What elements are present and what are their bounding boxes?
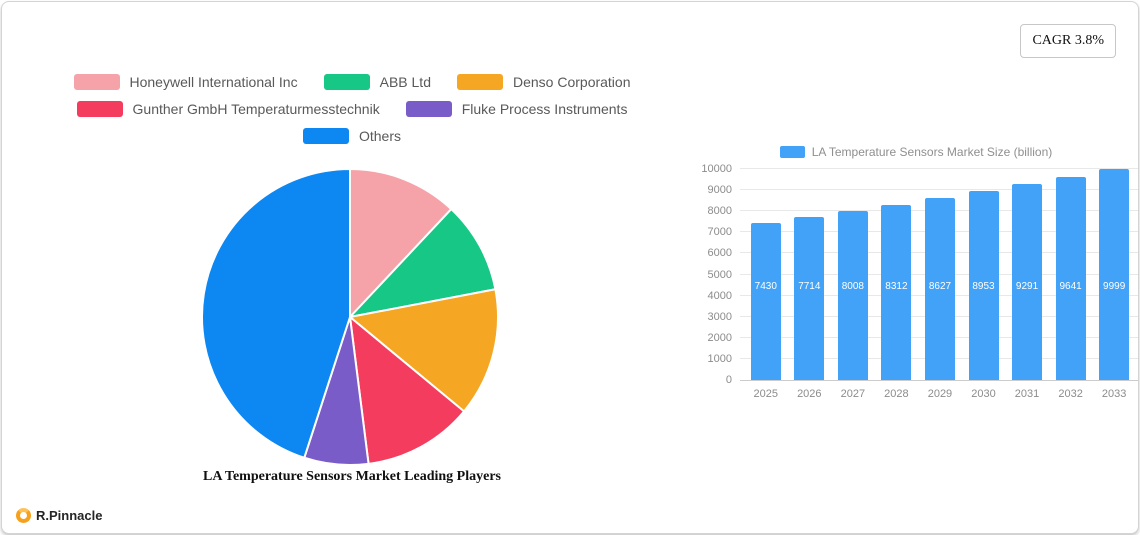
pie-slice-abb-ltd[interactable] <box>349 208 497 318</box>
bar-rect <box>750 223 781 380</box>
bar-value-label: 8953 <box>972 281 995 292</box>
bar-2027[interactable]: 8008 <box>837 169 868 380</box>
bar-rect <box>881 204 912 380</box>
bar-rect <box>924 197 955 380</box>
legend-item-others[interactable]: Others <box>302 128 401 144</box>
legend-label: Fluke Process Instruments <box>461 101 628 117</box>
bar-2028[interactable]: 8312 <box>881 169 912 380</box>
y-axis-label: 0 <box>725 374 732 386</box>
x-axis: 2025 2026 2027 2028 2029 2030 2031 2032 2033 <box>740 388 1138 400</box>
bar-legend-item[interactable]: LA Temperature Sensors Market Size (bill… <box>692 144 1138 160</box>
bar-legend-swatch <box>779 146 805 158</box>
legend-label: Honeywell International Inc <box>129 74 298 90</box>
bar-value-label: 9999 <box>1103 281 1126 292</box>
pinnacle-icon <box>16 508 31 523</box>
legend-item-honeywell-international-inc[interactable]: Honeywell International Inc <box>73 74 298 90</box>
pie-slice-others[interactable] <box>201 168 351 459</box>
bar-legend-label: LA Temperature Sensors Market Size (bill… <box>811 145 1053 159</box>
x-axis-label: 2027 <box>840 388 866 400</box>
bar-rect <box>1012 183 1043 380</box>
bar-2033[interactable]: 9999 <box>1099 169 1130 380</box>
gridline <box>740 168 1138 169</box>
y-axis-label: 1000 <box>707 352 732 365</box>
legend-label: ABB Ltd <box>379 74 431 90</box>
pie-chart <box>200 167 500 467</box>
bar-rect <box>837 211 868 380</box>
cagr-badge-label: CAGR 3.8% <box>1032 33 1104 48</box>
bar-plot-area: 0 1000 2000 3000 4000 5000 6000 7000 8000 9000 100… <box>701 163 1138 386</box>
legend-swatch <box>302 128 349 144</box>
x-axis-label: 2032 <box>1058 388 1083 400</box>
bar-value-label: 9291 <box>1015 281 1039 292</box>
legend-swatch <box>456 74 503 90</box>
legend-swatch <box>323 74 370 90</box>
bar-2030[interactable]: 8953 <box>968 169 999 380</box>
x-axis-label: 2028 <box>884 388 909 400</box>
bar-rect <box>794 217 825 380</box>
legend-swatch <box>73 74 120 90</box>
bar-chart: LA Temperature Sensors Market Size (bill… <box>692 144 1138 400</box>
y-axis-label: 7000 <box>707 226 732 239</box>
y-axis-label: 8000 <box>707 205 732 218</box>
pie-slice-denso-corporation[interactable] <box>349 288 499 413</box>
bar-value-label: 8008 <box>841 281 864 292</box>
brand-logo: R.Pinnacle <box>16 508 102 523</box>
cagr-badge: CAGR 3.8% <box>1020 24 1116 58</box>
pie-chart-svg <box>201 168 499 466</box>
gridline <box>740 189 1138 191</box>
y-axis-label: 6000 <box>707 247 732 260</box>
legend-label: Others <box>358 128 401 144</box>
legend-item-abb-ltd[interactable]: ABB Ltd <box>323 74 431 90</box>
y-axis-label: 5000 <box>707 268 732 281</box>
bar-value-label: 8627 <box>928 281 952 292</box>
bar-value-label: 7714 <box>798 281 821 292</box>
bar-2025[interactable]: 7430 <box>750 169 781 380</box>
y-axis-label: 3000 <box>707 310 732 323</box>
pie-slice-honeywell-international-inc[interactable] <box>349 168 453 318</box>
y-axis-label: 10000 <box>701 163 732 175</box>
y-axis-label: 9000 <box>707 184 732 197</box>
pie-slice-gunther-gmbh-temperaturmesstechnik[interactable] <box>349 316 466 465</box>
y-axis-label: 4000 <box>707 289 732 302</box>
brand-logo-text: R.Pinnacle <box>36 508 103 523</box>
bar-2029[interactable]: 8627 <box>924 169 955 380</box>
y-axis: 0 1000 2000 3000 4000 5000 6000 7000 8000 9000 100… <box>692 163 732 386</box>
bar-rect <box>1055 176 1086 380</box>
x-axis-label: 2026 <box>797 388 822 400</box>
legend-swatch <box>405 101 452 117</box>
legend-item-fluke-process-instruments[interactable]: Fluke Process Instruments <box>405 101 628 117</box>
pie-title: LA Temperature Sensors Market Leading Pl… <box>202 469 501 484</box>
legend-item-gunther-gmbh-temperaturmesstechnik[interactable]: Gunther GmbH Temperaturmesstechnik <box>76 101 380 117</box>
pie-legend: Honeywell International Inc ABB Ltd Denso … <box>22 74 682 144</box>
x-axis-label: 2025 <box>753 388 778 400</box>
y-axis-label: 2000 <box>707 331 732 344</box>
x-axis-label: 2033 <box>1101 388 1127 400</box>
bars: 7430 7714 8008 8312 8627 8953 9291 9641 9999 <box>740 169 1138 380</box>
bar-rect <box>1099 169 1130 380</box>
bar-value-label: 7430 <box>754 281 777 292</box>
bar-value-label: 9641 <box>1059 281 1082 292</box>
bar-2032[interactable]: 9641 <box>1055 169 1086 380</box>
bar-2031[interactable]: 9291 <box>1012 169 1043 380</box>
legend-item-denso-corporation[interactable]: Denso Corporation <box>456 74 631 90</box>
x-axis-label: 2030 <box>971 388 996 400</box>
legend-label: Gunther GmbH Temperaturmesstechnik <box>132 101 380 117</box>
x-axis-label: 2031 <box>1014 388 1040 400</box>
legend-swatch <box>76 101 123 117</box>
bar-value-label: 8312 <box>885 281 908 292</box>
legend-label: Denso Corporation <box>512 74 631 90</box>
bar-2026[interactable]: 7714 <box>794 169 825 380</box>
bar-rect <box>968 191 999 380</box>
x-axis-label: 2029 <box>927 388 953 400</box>
